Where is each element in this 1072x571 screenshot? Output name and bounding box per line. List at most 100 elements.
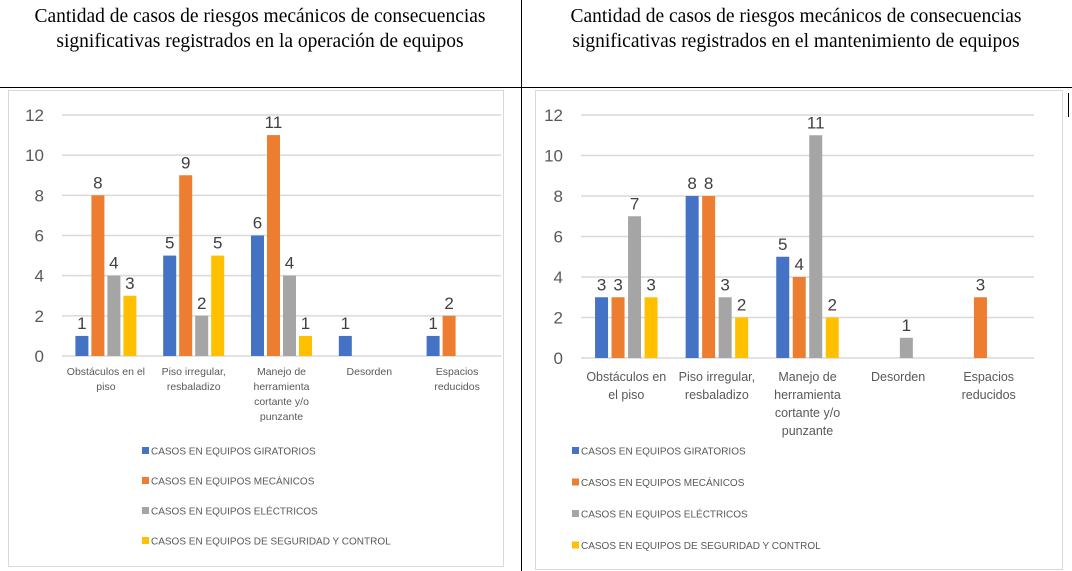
bar [735,317,749,358]
data-label: 1 [341,314,350,333]
bar [718,297,732,358]
data-label: 2 [737,296,746,315]
x-category-label: Obstáculos en el [67,366,145,378]
x-category-label: Espacios [436,366,479,378]
bar [825,317,839,358]
data-label: 9 [181,153,190,172]
data-label: 3 [597,275,606,294]
data-label: 4 [109,254,118,273]
legend-label: CASOS EN EQUIPOS ELÉCTRICOS [581,508,748,521]
y-tick-label: 10 [25,146,44,165]
x-category-label: Desorden [871,370,925,384]
table-divider-horizontal [0,87,1072,88]
table-divider-vertical [521,0,522,571]
bar [644,297,658,358]
bar [299,335,312,356]
x-category-label: resbaladizo [685,388,749,402]
bar [179,175,193,356]
left-chart-caption: Cantidad de casos de riesgos mecánicos d… [34,6,486,52]
y-tick-label: 8 [554,187,563,206]
legend-swatch [142,447,149,454]
data-label: 2 [444,294,453,313]
bar [973,297,987,358]
x-category-label: piso [96,381,115,393]
data-label: 6 [253,214,262,233]
y-tick-label: 4 [554,268,563,287]
y-tick-label: 8 [35,186,44,205]
y-tick-label: 10 [544,147,563,166]
data-label: 11 [265,113,283,132]
legend-label: CASOS EN EQUIPOS MECÁNICOS [581,476,745,489]
bar [685,196,699,358]
y-tick-label: 0 [554,349,563,368]
data-label: 2 [197,294,206,313]
data-label: 8 [687,174,696,193]
bar [792,277,806,358]
x-category-label: reducidos [434,381,480,393]
bar [211,255,225,356]
y-tick-label: 12 [544,106,563,125]
data-label: 3 [125,274,134,293]
bar [267,135,280,356]
data-label: 4 [795,255,804,274]
bar [195,315,209,356]
data-label: 1 [77,314,86,333]
x-category-label: punzante [260,411,303,423]
y-tick-label: 12 [25,106,44,125]
y-tick-label: 6 [35,227,44,246]
legend-label: CASOS EN EQUIPOS DE SEGURIDAD Y CONTROL [151,537,391,548]
x-category-label: cortante y/o [775,406,840,420]
legend-swatch [142,507,149,514]
x-category-label: Manejo de [257,366,306,378]
legend-swatch [142,477,149,484]
bar [809,135,823,358]
x-category-label: Piso irregular, [679,370,755,384]
data-label: 1 [902,316,911,335]
legend-label: CASOS EN EQUIPOS DE SEGURIDAD Y CONTROL [581,541,821,552]
bar [163,255,177,356]
y-tick-label: 2 [35,307,44,326]
data-label: 3 [646,275,655,294]
bar [251,235,264,356]
bar [628,216,642,358]
data-label: 5 [213,234,222,253]
text-cursor [1068,93,1069,117]
x-category-label: Espacios [963,370,1014,384]
x-category-label: Piso irregular, [162,366,226,378]
x-category-label: cortante y/o [254,396,309,408]
legend-label: CASOS EN EQUIPOS MECÁNICOS [151,475,315,488]
bar [91,195,105,356]
legend-swatch [572,510,579,517]
x-category-label: punzante [782,424,833,438]
legend-swatch [572,447,579,454]
bar [595,297,609,358]
y-tick-label: 2 [554,309,563,328]
legend-label: CASOS EN EQUIPOS GIRATORIOS [581,447,746,458]
y-tick-label: 6 [554,228,563,247]
legend-swatch [572,541,579,549]
x-category-label: Obstáculos en [586,370,666,384]
bar [426,335,440,356]
x-category-label: el piso [608,388,644,402]
bar [776,256,790,358]
chart-mantenimiento: 0 2 4 6 8 10 12 3 3 7 3 Obstáculos en el piso 8 8 3 2 Pis… [535,90,1063,570]
data-label: 7 [630,194,639,213]
data-label: 2 [828,296,837,315]
x-category-label: resbaladizo [167,381,221,393]
x-category-label: Manejo de [778,370,836,384]
x-category-label: herramienta [253,381,309,393]
data-label: 8 [93,173,102,192]
bar [123,295,137,356]
legend-swatch [142,537,149,544]
bar [702,196,716,358]
data-label: 4 [285,254,294,273]
data-label: 5 [165,234,174,253]
data-label: 1 [301,314,310,333]
x-category-label: reducidos [962,388,1016,402]
bar [338,335,352,356]
bar [283,275,296,356]
chart-operacion: 0 2 4 6 8 10 12 1 8 4 3 Obstáculos en el piso 5 9 2 5 Pis… [8,90,504,567]
bar [611,297,625,358]
